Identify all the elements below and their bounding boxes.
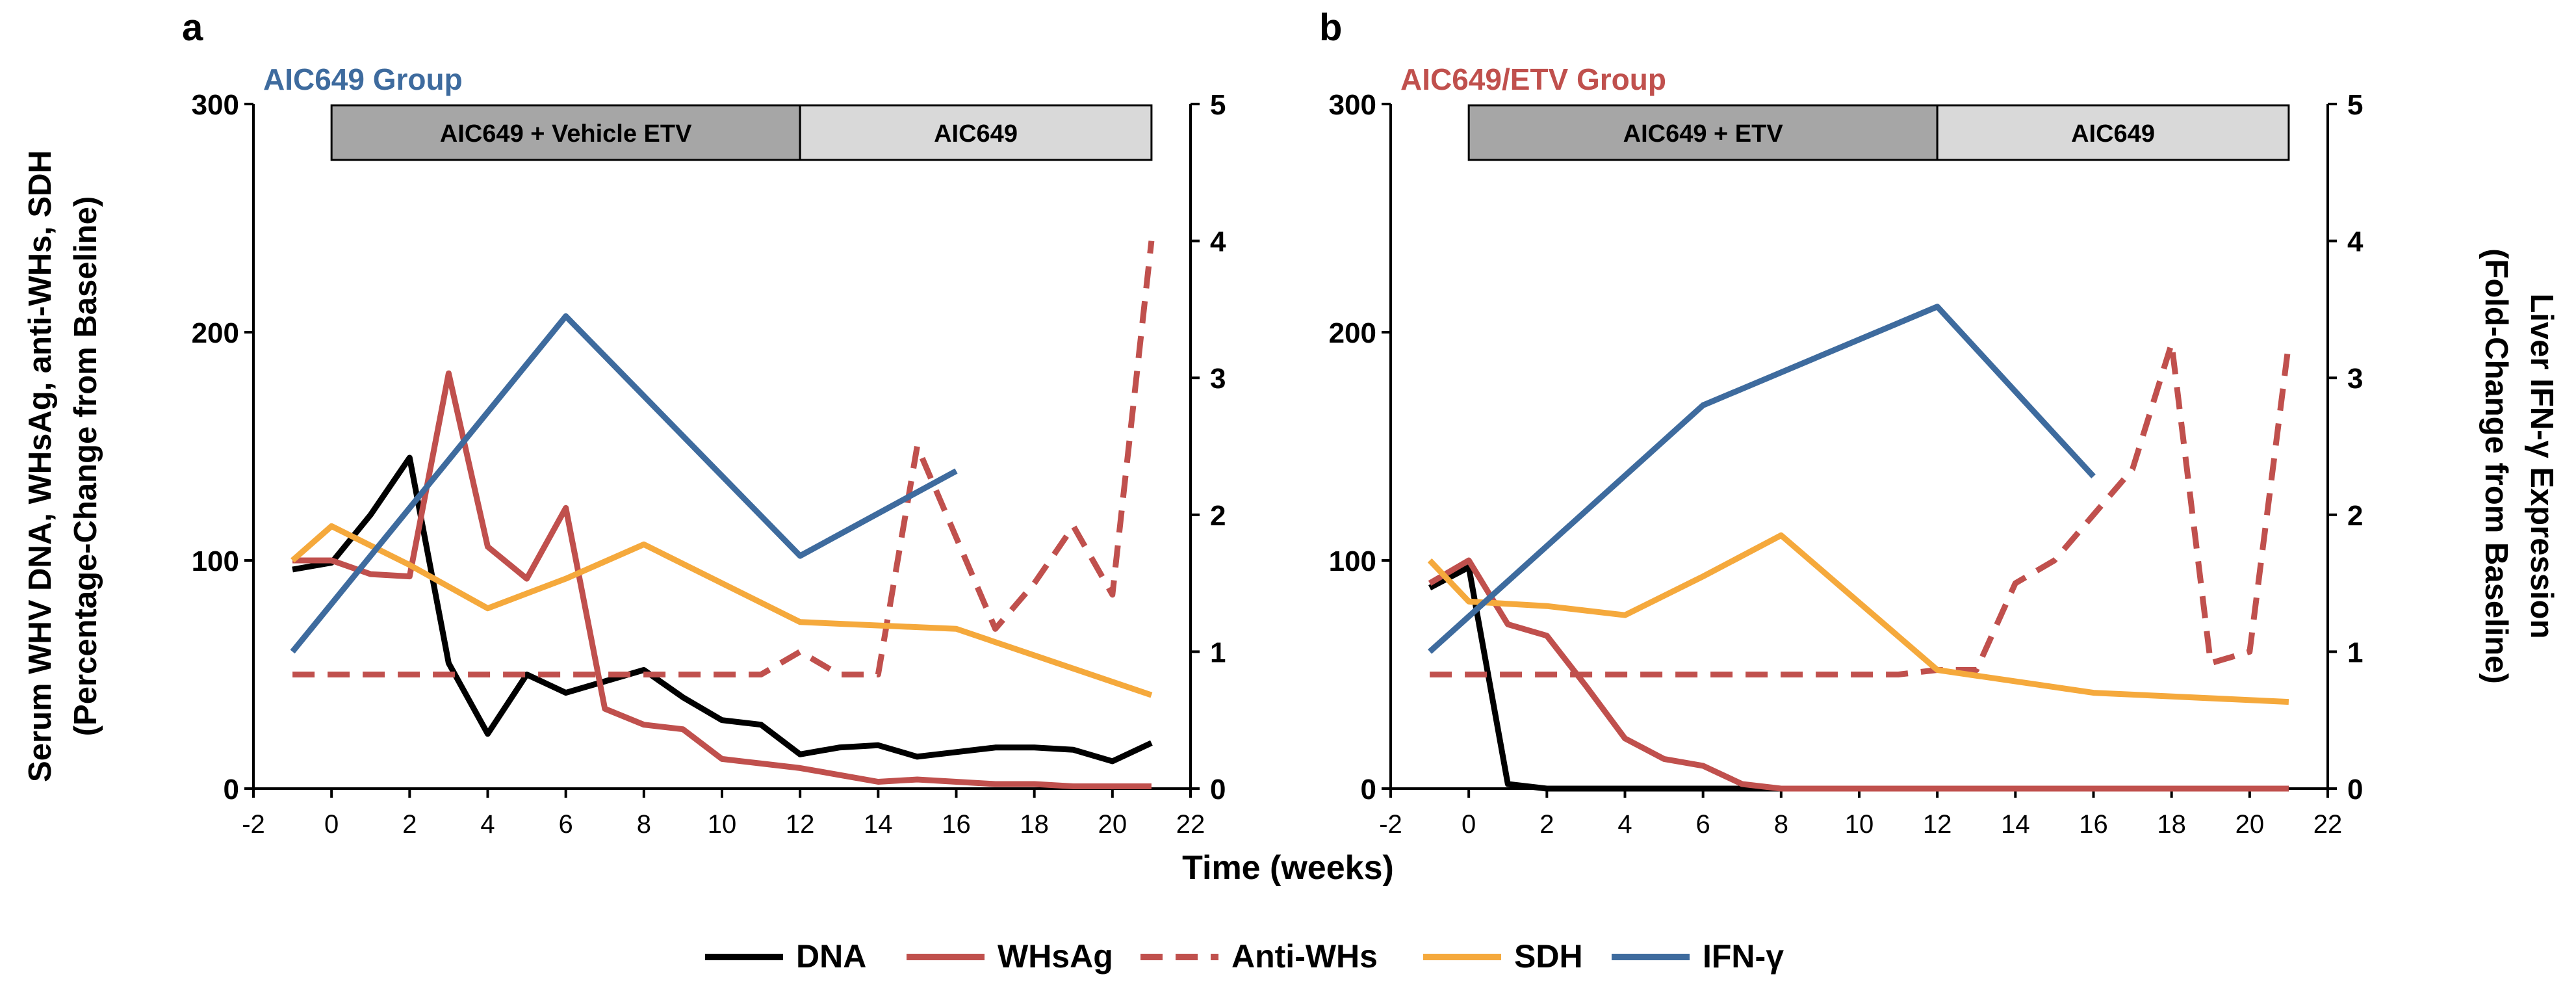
left-y-tick-label: 300 (1329, 89, 1376, 121)
panel-label: a (182, 7, 203, 49)
right-y-tick-label: 5 (2347, 89, 2363, 121)
phase-label: AIC649 + ETV (1623, 120, 1784, 148)
panel-label: b (1319, 7, 1342, 49)
series-line-whsag (292, 370, 1152, 789)
phase-label: AIC649 (2071, 120, 2155, 148)
x-tick-label: 20 (2235, 810, 2265, 839)
x-tick-label: 20 (1098, 810, 1127, 839)
left-y-axis-label-line2: (Percentage-Change from Baseline) (68, 196, 103, 737)
legend-label: WHsAg (998, 938, 1113, 975)
legend-label: IFN-γ (1703, 938, 1784, 975)
x-tick-label: 2 (402, 810, 417, 839)
x-tick-label: 10 (1845, 810, 1874, 839)
right-y-tick-label: 2 (1210, 500, 1226, 532)
right-y-tick-label: 4 (1210, 226, 1226, 258)
left-y-tick-label: 200 (1329, 317, 1376, 349)
right-y-axis-label-line2: (Fold-Change from Baseline) (2479, 248, 2514, 684)
phase-bar-aic649 (799, 104, 1153, 161)
phase-bar-aic649 (1936, 104, 2290, 161)
left-y-axis-label-line1: Serum WHV DNA, WHsAg, anti-WHs, SDH (23, 150, 58, 782)
x-tick-label: 4 (480, 810, 495, 839)
x-tick-label: 4 (1617, 810, 1632, 839)
right-y-tick-label: 2 (2347, 500, 2363, 532)
x-tick-label: 14 (2001, 810, 2030, 839)
x-tick-label: 16 (942, 810, 971, 839)
series-line-antiwhs (292, 241, 1155, 677)
left-y-tick-label: 0 (224, 774, 239, 806)
phase-label: AIC649 + Vehicle ETV (440, 120, 692, 148)
legend-label: Anti-WHs (1231, 938, 1378, 975)
right-y-tick-label: 3 (2347, 363, 2363, 395)
right-y-tick-label: 1 (1210, 636, 1226, 668)
right-y-tick-label: 5 (1210, 89, 1226, 121)
series-line-antiwhs (1430, 341, 2292, 677)
x-tick-label: 10 (708, 810, 737, 839)
x-tick-label: 18 (2157, 810, 2186, 839)
series-line-dna (292, 454, 1153, 765)
right-y-tick-label: 3 (1210, 363, 1226, 395)
x-tick-label: 0 (1462, 810, 1476, 839)
left-y-tick-label: 0 (1361, 774, 1376, 806)
x-tick-label: 22 (2313, 810, 2343, 839)
series-line-ifng (1428, 304, 2096, 654)
right-y-tick-label: 0 (1210, 774, 1226, 806)
series-line-whsag (1428, 557, 2289, 792)
x-tick-label: 18 (1020, 810, 1049, 839)
phase-bar-aic649-etv (1467, 104, 1938, 161)
panel-title: AIC649 Group (263, 62, 463, 96)
x-tick-label: 16 (2079, 810, 2108, 839)
left-y-tick-label: 300 (192, 89, 239, 121)
x-axis-label: Time (weeks) (1182, 849, 1394, 887)
x-tick-label: 14 (864, 810, 893, 839)
panel-title: AIC649/ETV Group (1400, 62, 1666, 96)
panel-a: a AIC649 Group AIC649 + Vehicle ETV AIC649 0… (182, 7, 1226, 839)
legend: DNA WHsAg Anti-WHs SDH IFN-γ (705, 938, 1784, 975)
series-line-sdh (1427, 532, 2289, 705)
series-line-sdh (290, 523, 1153, 698)
x-tick-label: 0 (324, 810, 339, 839)
x-tick-label: 8 (637, 810, 651, 839)
right-y-tick-label: 0 (2347, 774, 2363, 806)
x-tick-label: 12 (786, 810, 815, 839)
right-y-tick-label: 1 (2347, 636, 2363, 668)
x-tick-label: 6 (559, 810, 573, 839)
left-y-tick-label: 100 (192, 545, 239, 577)
x-tick-label: -2 (1379, 810, 1402, 839)
legend-label: DNA (796, 938, 866, 975)
series-line-ifng (290, 313, 958, 654)
x-tick-label: 6 (1696, 810, 1710, 839)
phase-bar-aic649-vehicle-etv (330, 104, 801, 161)
right-y-axis-label-line1: Liver IFN-γ Expression (2524, 293, 2559, 638)
legend-label: SDH (1514, 938, 1583, 975)
left-y-tick-label: 100 (1329, 545, 1376, 577)
x-tick-label: 2 (1539, 810, 1554, 839)
x-tick-label: -2 (242, 810, 265, 839)
x-tick-label: 22 (1176, 810, 1205, 839)
x-tick-label: 12 (1923, 810, 1952, 839)
x-tick-label: 8 (1774, 810, 1788, 839)
phase-label: AIC649 (934, 120, 1018, 148)
left-y-tick-label: 200 (192, 317, 239, 349)
right-y-tick-label: 4 (2347, 226, 2363, 258)
